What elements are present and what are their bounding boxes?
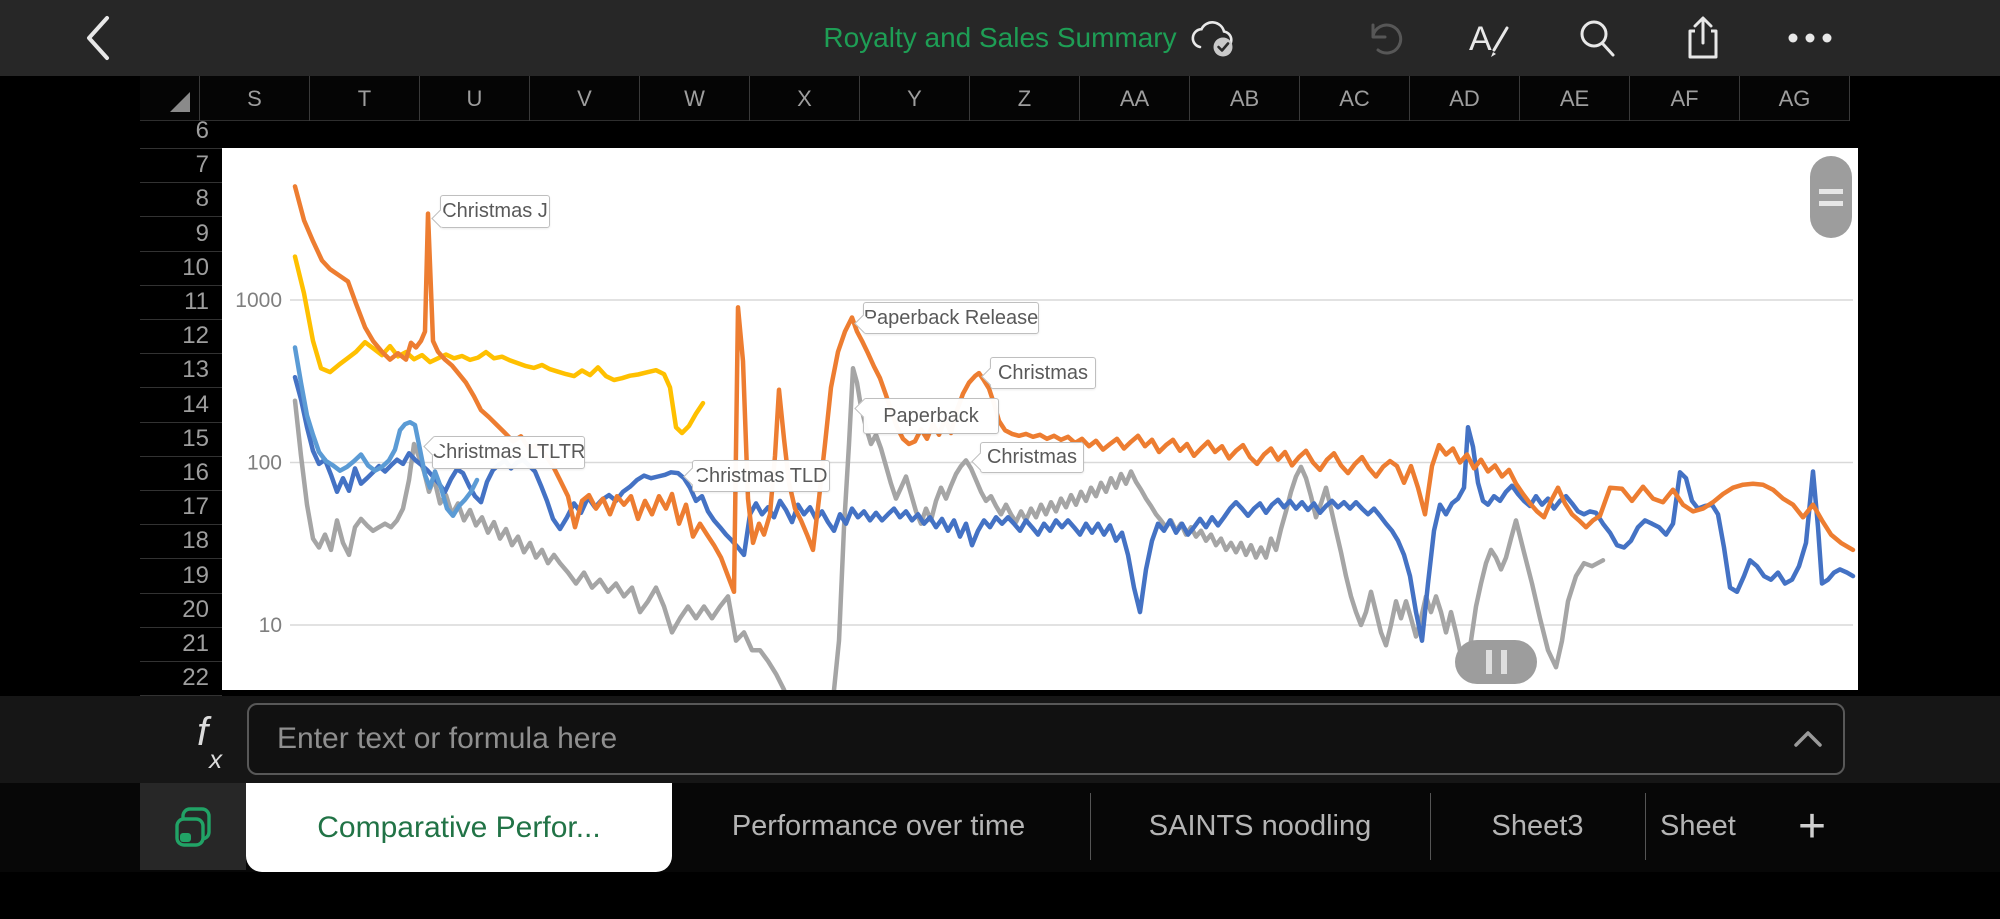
fx-button[interactable]: fx [196,710,223,774]
data-label-christmas[interactable]: Christmas [981,357,1096,389]
series-orange [292,184,1856,595]
row-header-9[interactable]: 9 [140,217,222,252]
svg-text:A: A [1469,20,1492,58]
row-header-21[interactable]: 21 [140,627,222,662]
row-header-12[interactable]: 12 [140,319,222,355]
column-headers: S T U V W X Y Z AA AB AC AD AE AF AG [140,76,1850,121]
undo-icon [1371,23,1403,55]
column-header-T[interactable]: T [310,76,420,121]
series-light_blue [292,345,480,519]
sheet-tab-sheet3[interactable]: Sheet3 [1491,810,1584,842]
select-all-cell[interactable] [140,76,200,121]
column-header-U[interactable]: U [420,76,530,121]
plus-icon: + [1797,800,1827,853]
share-icon [1688,16,1718,59]
column-header-Z[interactable]: Z [970,76,1080,121]
chevron-up-icon [1794,731,1822,747]
sheet-tab-sheet4-clipped[interactable]: Sheet [1660,810,1736,842]
sheet-tab-bar: Comparative Perfor... Performance over t… [0,783,2000,872]
row-header-10[interactable]: 10 [140,251,222,286]
undo-button[interactable] [1355,12,1415,64]
row-header-20[interactable]: 20 [140,593,222,628]
column-header-AB[interactable]: AB [1190,76,1300,121]
tab-separator [1430,793,1431,860]
row-header-17[interactable]: 17 [140,490,222,526]
row-header-7[interactable]: 7 [140,148,222,184]
sheets-icon [175,806,211,847]
column-header-AA[interactable]: AA [1080,76,1190,121]
data-label-paperback-release[interactable]: Paperback Release [854,302,1039,334]
data-label-christmas-tld[interactable]: Christmas TLD [683,460,830,492]
column-header-AD[interactable]: AD [1410,76,1520,121]
cloud-saved-icon [1191,21,1233,57]
column-header-AC[interactable]: AC [1300,76,1410,121]
column-header-X[interactable]: X [750,76,860,121]
column-header-W[interactable]: W [640,76,750,121]
formula-bar-collapse-button[interactable] [1773,705,1843,773]
sheet-tab-performance-over-time[interactable]: Performance over time [731,810,1026,842]
row-header-19[interactable]: 19 [140,559,222,594]
row-header-8[interactable]: 8 [140,182,222,218]
row-headers: 6 7 8 9 10 11 12 13 14 15 16 17 18 19 20 21 22 [140,121,222,696]
y-axis-tick-label: 1000 [235,289,282,312]
data-label-christmas-j[interactable]: Christmas J [431,195,550,228]
row-header-11[interactable]: 11 [140,285,222,320]
top-bar: Royalty and Sales Summary A [0,0,2000,76]
data-label-christmas[interactable]: Christmas [971,442,1084,473]
data-label-paperback[interactable]: Paperback [854,398,999,434]
search-icon [1580,20,1615,57]
tab-separator [1090,793,1091,860]
share-button[interactable] [1673,12,1733,64]
series-blue [292,374,1856,643]
row-header-13[interactable]: 13 [140,353,222,389]
more-menu-button[interactable] [1780,12,1840,64]
format-button[interactable]: A [1461,12,1521,64]
drag-handle-icon [1819,188,1843,194]
row-header-14[interactable]: 14 [140,388,222,423]
sheets-menu-button[interactable] [140,783,246,870]
row-header-15[interactable]: 15 [140,422,222,457]
cloud-save-status-button[interactable] [1183,12,1243,64]
formula-input-container [247,703,1845,775]
sheet-tab-saints-noodling[interactable]: SAINTS noodling [1148,810,1372,842]
data-label-christmas-ltltr[interactable]: Christmas LTLTR [423,436,585,469]
y-axis-tick-label: 10 [259,614,282,637]
chart-svg: 1000 100 10 [235,184,1856,690]
column-header-Y[interactable]: Y [860,76,970,121]
formula-input[interactable] [249,722,1773,756]
column-header-AG[interactable]: AG [1740,76,1850,121]
column-header-AE[interactable]: AE [1520,76,1630,121]
row-header-16[interactable]: 16 [140,456,222,491]
chart-object[interactable]: 1000 100 10 Christmas J Paperback Release Ch… [222,148,1858,690]
series-gold [292,254,706,436]
pause-button[interactable] [1455,640,1537,684]
row-header-22[interactable]: 22 [140,661,222,696]
column-header-AF[interactable]: AF [1630,76,1740,121]
chart-drag-handle[interactable] [1810,156,1852,238]
tab-separator [1645,793,1646,860]
column-header-V[interactable]: V [530,76,640,121]
column-header-S[interactable]: S [200,76,310,121]
add-sheet-button[interactable]: + [1782,783,1842,870]
select-all-triangle-icon [170,92,190,112]
search-button[interactable] [1567,12,1627,64]
ellipsis-icon [1788,33,1832,43]
back-button[interactable] [70,12,126,64]
back-chevron-icon [87,16,109,60]
row-header-18[interactable]: 18 [140,524,222,560]
format-a-pen-icon: A [1469,20,1509,58]
pause-icon [1485,650,1492,674]
y-axis-tick-label: 100 [247,452,282,475]
formula-bar: fx [0,696,2000,783]
row-header-6[interactable]: 6 [140,121,222,149]
series-gray [292,366,1606,690]
sheet-tab-comparative-performance[interactable]: Comparative Perfor... [246,783,672,872]
